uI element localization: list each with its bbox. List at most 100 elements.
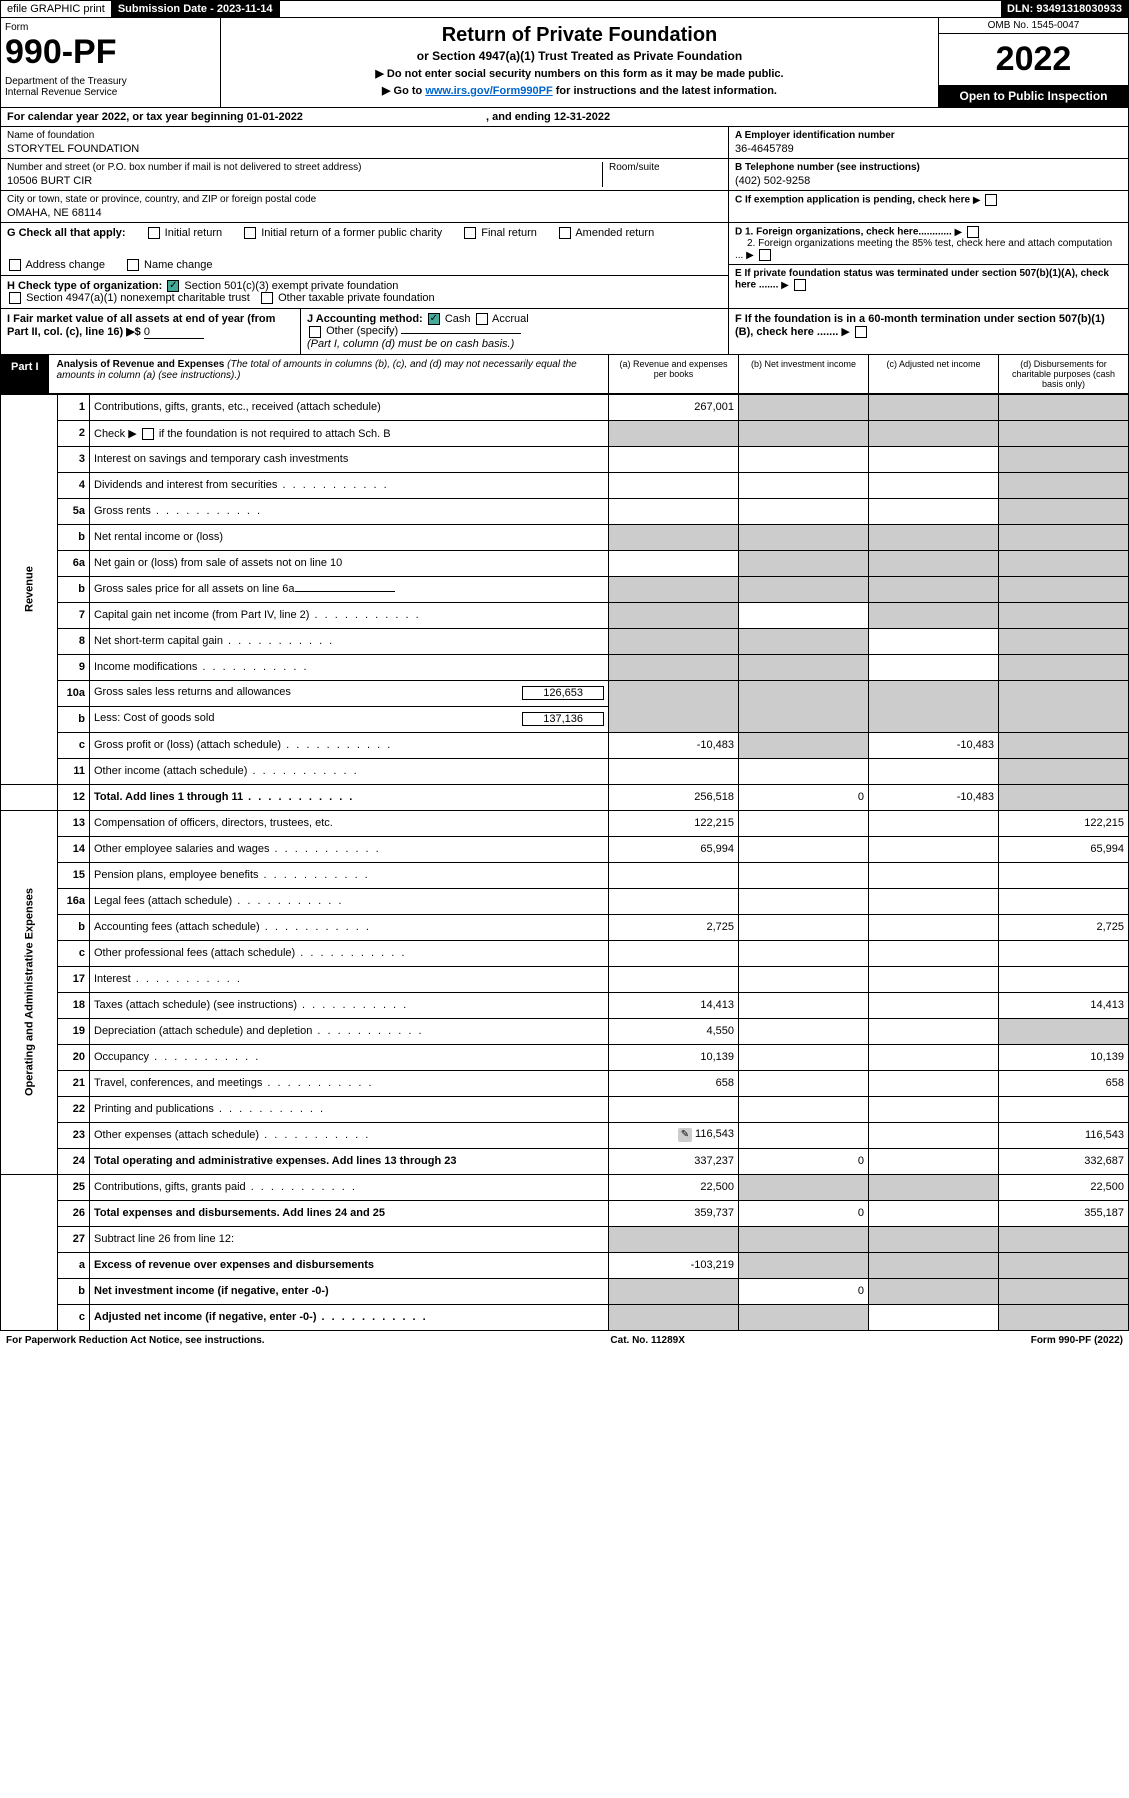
submission-date: Submission Date - 2023-11-14 (112, 1, 280, 17)
table-row: cOther professional fees (attach schedul… (1, 940, 1129, 966)
page-footer: For Paperwork Reduction Act Notice, see … (0, 1331, 1129, 1350)
table-row: 22Printing and publications (1, 1096, 1129, 1122)
table-row: 12Total. Add lines 1 through 11256,5180-… (1, 784, 1129, 810)
table-row: 5aGross rents (1, 498, 1129, 524)
schb-checkbox[interactable] (142, 428, 154, 440)
part-i-label: Part I (1, 355, 49, 393)
table-row: 20Occupancy10,13910,139 (1, 1044, 1129, 1070)
table-row: bNet investment income (if negative, ent… (1, 1278, 1129, 1304)
col-b-header: (b) Net investment income (738, 355, 868, 393)
g-label: G Check all that apply: (7, 227, 126, 239)
h-other-checkbox[interactable] (261, 292, 273, 304)
phone-label: B Telephone number (see instructions) (735, 162, 1122, 173)
calendar-year-row: For calendar year 2022, or tax year begi… (0, 108, 1129, 127)
d1-checkbox[interactable] (967, 226, 979, 238)
g-address-checkbox[interactable] (9, 259, 21, 271)
form-label: Form (5, 22, 216, 33)
g-amended-checkbox[interactable] (559, 227, 571, 239)
col-c-header: (c) Adjusted net income (868, 355, 998, 393)
h-4947-checkbox[interactable] (9, 292, 21, 304)
g-name-checkbox[interactable] (127, 259, 139, 271)
table-row: 7Capital gain net income (from Part IV, … (1, 602, 1129, 628)
foundation-info: Name of foundation STORYTEL FOUNDATION N… (0, 127, 1129, 223)
section-g-h-row: G Check all that apply: Initial return I… (0, 223, 1129, 309)
instr-2: ▶ Go to www.irs.gov/Form990PF for instru… (227, 84, 932, 97)
box-d1: D 1. Foreign organizations, check here..… (735, 227, 952, 238)
j-label: J Accounting method: (307, 313, 423, 325)
table-row: bAccounting fees (attach schedule)2,7252… (1, 914, 1129, 940)
box-c: C If exemption application is pending, c… (735, 195, 970, 206)
foundation-name: STORYTEL FOUNDATION (7, 143, 722, 155)
part-i-table: Revenue 1Contributions, gifts, grants, e… (0, 394, 1129, 1331)
table-row: 3Interest on savings and temporary cash … (1, 446, 1129, 472)
box-d2: 2. Foreign organizations meeting the 85%… (735, 238, 1112, 261)
omb: OMB No. 1545-0047 (939, 18, 1128, 34)
form-number: 990-PF (5, 33, 216, 72)
table-row: 11Other income (attach schedule) (1, 758, 1129, 784)
e-checkbox[interactable] (794, 279, 806, 291)
phone-value: (402) 502-9258 (735, 175, 1122, 187)
dept: Department of the Treasury Internal Reve… (5, 76, 216, 98)
box-e: E If private foundation status was termi… (735, 268, 1109, 291)
f-checkbox[interactable] (855, 326, 867, 338)
open-public: Open to Public Inspection (939, 85, 1128, 107)
table-row: 27Subtract line 26 from line 12: (1, 1226, 1129, 1252)
table-row: 24Total operating and administrative exp… (1, 1148, 1129, 1174)
d2-checkbox[interactable] (759, 249, 771, 261)
expenses-side-label: Operating and Administrative Expenses (1, 810, 58, 1174)
section-ijf: I Fair market value of all assets at end… (0, 309, 1129, 354)
table-row: 21Travel, conferences, and meetings65865… (1, 1070, 1129, 1096)
i-label: I Fair market value of all assets at end… (7, 313, 275, 338)
table-row: 9Income modifications (1, 654, 1129, 680)
j-accrual-checkbox[interactable] (476, 313, 488, 325)
table-row: 2Check ▶ if the foundation is not requir… (1, 420, 1129, 446)
table-row: bGross sales price for all assets on lin… (1, 576, 1129, 602)
j-cash-checkbox[interactable] (428, 313, 440, 325)
table-row: Operating and Administrative Expenses 13… (1, 810, 1129, 836)
form-title: Return of Private Foundation (227, 24, 932, 47)
name-label: Name of foundation (7, 130, 722, 141)
city-label: City or town, state or province, country… (7, 194, 722, 205)
part-i-title: Analysis of Revenue and Expenses (57, 359, 225, 370)
h-label: H Check type of organization: (7, 280, 162, 292)
dln: DLN: 93491318030933 (1001, 1, 1128, 17)
footer-left: For Paperwork Reduction Act Notice, see … (6, 1335, 265, 1346)
table-row: 6aNet gain or (loss) from sale of assets… (1, 550, 1129, 576)
table-row: cAdjusted net income (if negative, enter… (1, 1304, 1129, 1330)
form-subtitle: or Section 4947(a)(1) Trust Treated as P… (227, 49, 932, 63)
revenue-side-label: Revenue (1, 394, 58, 784)
g-initial-checkbox[interactable] (148, 227, 160, 239)
address-label: Number and street (or P.O. box number if… (7, 162, 602, 173)
box-f: F If the foundation is in a 60-month ter… (735, 313, 1105, 338)
address-value: 10506 BURT CIR (7, 175, 602, 187)
table-row: 23Other expenses (attach schedule)✎ 116,… (1, 1122, 1129, 1148)
city-value: OMAHA, NE 68114 (7, 207, 722, 219)
footer-mid: Cat. No. 11289X (610, 1335, 684, 1346)
table-row: 4Dividends and interest from securities (1, 472, 1129, 498)
table-row: 25Contributions, gifts, grants paid22,50… (1, 1174, 1129, 1200)
box-c-checkbox[interactable] (985, 194, 997, 206)
table-row: 8Net short-term capital gain (1, 628, 1129, 654)
table-row: bNet rental income or (loss) (1, 524, 1129, 550)
footer-right: Form 990-PF (2022) (1031, 1335, 1123, 1346)
g-initial-former-checkbox[interactable] (244, 227, 256, 239)
table-row: 14Other employee salaries and wages65,99… (1, 836, 1129, 862)
table-row: 19Depreciation (attach schedule) and dep… (1, 1018, 1129, 1044)
form-header: Form 990-PF Department of the Treasury I… (0, 18, 1129, 108)
j-other-checkbox[interactable] (309, 326, 321, 338)
table-row: 26Total expenses and disbursements. Add … (1, 1200, 1129, 1226)
table-row: 15Pension plans, employee benefits (1, 862, 1129, 888)
h-501c3-checkbox[interactable] (167, 280, 179, 292)
efile-btn[interactable]: efile GRAPHIC print (1, 1, 112, 17)
i-value: 0 (144, 326, 204, 339)
g-final-checkbox[interactable] (464, 227, 476, 239)
table-row: 10aGross sales less returns and allowanc… (1, 680, 1129, 706)
irs-link[interactable]: www.irs.gov/Form990PF (425, 85, 552, 97)
table-row: 18Taxes (attach schedule) (see instructi… (1, 992, 1129, 1018)
tax-year: 2022 (939, 34, 1128, 85)
table-row: 17Interest (1, 966, 1129, 992)
col-d-header: (d) Disbursements for charitable purpose… (998, 355, 1128, 393)
pencil-icon[interactable]: ✎ (678, 1128, 692, 1142)
instr-1: ▶ Do not enter social security numbers o… (227, 67, 932, 80)
table-row: Revenue 1Contributions, gifts, grants, e… (1, 394, 1129, 420)
